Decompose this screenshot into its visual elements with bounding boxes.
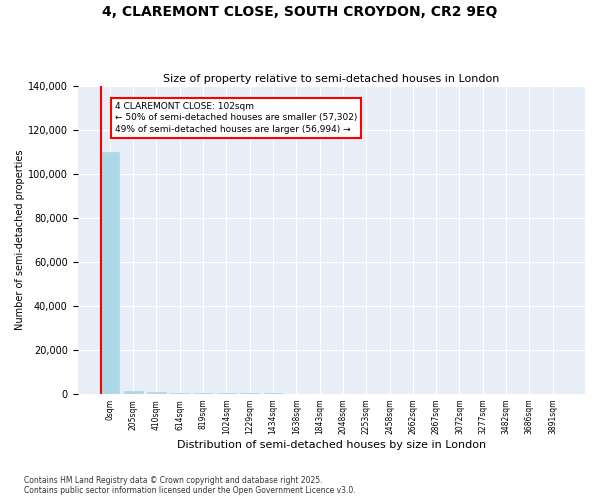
Bar: [124, 392, 143, 394]
X-axis label: Distribution of semi-detached houses by size in London: Distribution of semi-detached houses by …: [176, 440, 486, 450]
Bar: [217, 393, 236, 394]
Y-axis label: Number of semi-detached properties: Number of semi-detached properties: [15, 150, 25, 330]
Text: Contains HM Land Registry data © Crown copyright and database right 2025.
Contai: Contains HM Land Registry data © Crown c…: [24, 476, 356, 495]
Bar: [147, 392, 166, 394]
Text: 4 CLAREMONT CLOSE: 102sqm
← 50% of semi-detached houses are smaller (57,302)
49%: 4 CLAREMONT CLOSE: 102sqm ← 50% of semi-…: [115, 102, 357, 134]
Text: 4, CLAREMONT CLOSE, SOUTH CROYDON, CR2 9EQ: 4, CLAREMONT CLOSE, SOUTH CROYDON, CR2 9…: [103, 5, 497, 19]
Bar: [194, 393, 212, 394]
Title: Size of property relative to semi-detached houses in London: Size of property relative to semi-detach…: [163, 74, 499, 84]
Bar: [101, 152, 119, 394]
Bar: [170, 392, 189, 394]
